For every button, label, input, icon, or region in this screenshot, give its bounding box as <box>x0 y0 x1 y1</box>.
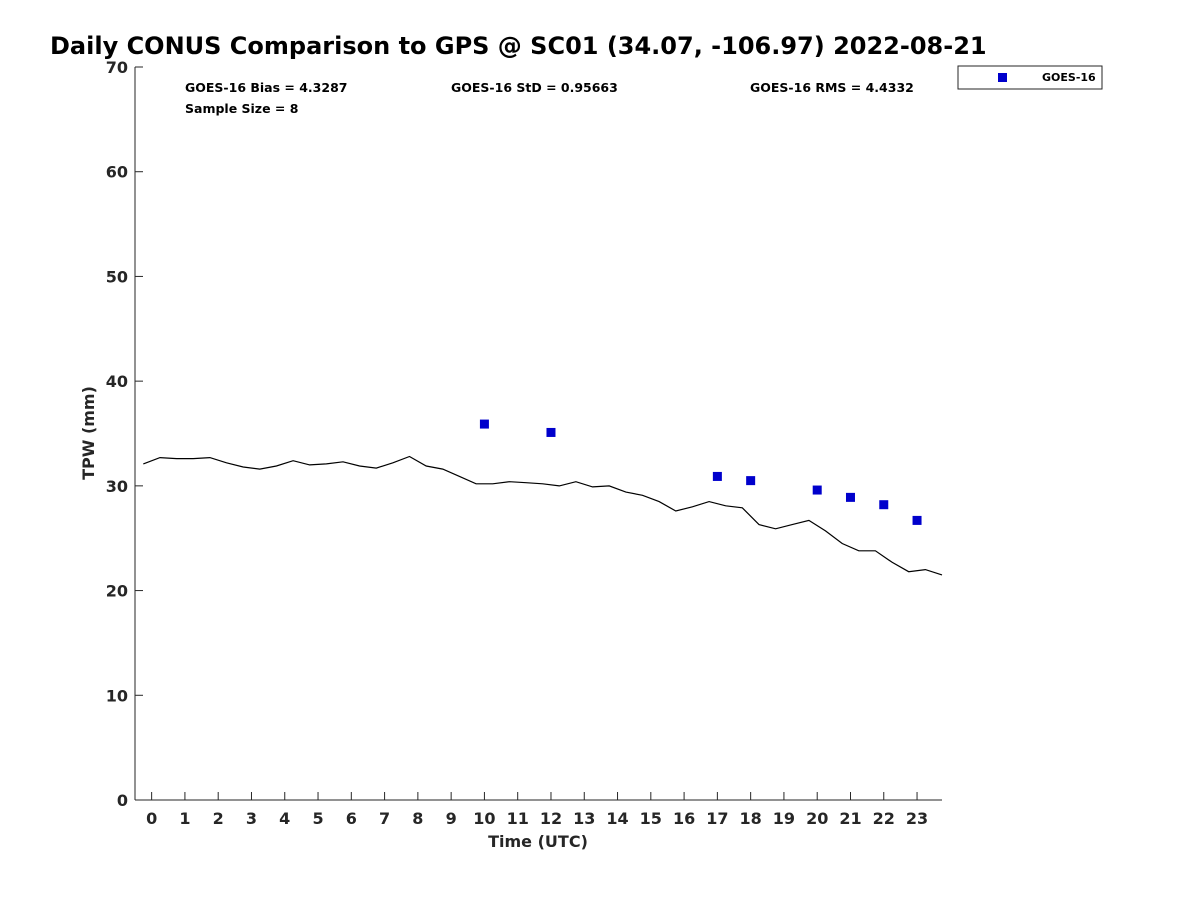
legend-box <box>957 65 1103 90</box>
goes16-point <box>546 427 556 437</box>
x-tick-label: 6 <box>346 809 357 828</box>
gps-tpw-line <box>143 455 943 576</box>
x-tick-label: 20 <box>806 809 828 828</box>
x-tick-label: 8 <box>412 809 423 828</box>
legend: GOES-16 <box>957 65 1103 90</box>
x-tick-label: 2 <box>213 809 224 828</box>
y-tick-label: 0 <box>117 791 128 810</box>
y-tick-label: 10 <box>106 686 128 705</box>
stat-bias: GOES-16 Bias = 4.3287 <box>185 80 347 95</box>
y-axis-label: TPW (mm) <box>79 386 98 480</box>
plot-area <box>143 419 943 576</box>
x-tick-label: 10 <box>473 809 495 828</box>
y-tick-label: 20 <box>106 582 128 601</box>
x-tick-label: 19 <box>773 809 795 828</box>
x-tick-label: 22 <box>873 809 895 828</box>
stat-rms: GOES-16 RMS = 4.4332 <box>750 80 914 95</box>
x-tick-label: 21 <box>839 809 861 828</box>
x-tick-label: 0 <box>146 809 157 828</box>
goes16-point <box>479 419 489 429</box>
y-tick-label: 70 <box>106 58 128 77</box>
x-tick-label: 18 <box>740 809 762 828</box>
goes16-point <box>712 471 722 481</box>
goes16-point <box>912 515 922 525</box>
legend-marker-goes16 <box>998 73 1007 82</box>
chart-title: Daily CONUS Comparison to GPS @ SC01 (34… <box>50 32 987 60</box>
x-tick-label: 17 <box>706 809 728 828</box>
x-tick-label: 1 <box>179 809 190 828</box>
y-tick-label: 60 <box>106 163 128 182</box>
x-tick-label: 9 <box>446 809 457 828</box>
y-tick-label: 40 <box>106 372 128 391</box>
x-tick-label: 12 <box>540 809 562 828</box>
y-tick-label: 50 <box>106 267 128 286</box>
x-tick-label: 11 <box>507 809 529 828</box>
stat-sample-size: Sample Size = 8 <box>185 101 298 116</box>
y-tick-label: 30 <box>106 477 128 496</box>
x-tick-label: 13 <box>573 809 595 828</box>
x-tick-label: 3 <box>246 809 257 828</box>
goes16-point <box>746 476 756 486</box>
x-tick-label: 15 <box>640 809 662 828</box>
goes16-point <box>845 492 855 502</box>
legend-label-goes16: GOES-16 <box>1042 71 1096 84</box>
x-tick-label: 5 <box>312 809 323 828</box>
x-tick-label: 7 <box>379 809 390 828</box>
x-tick-label: 16 <box>673 809 695 828</box>
goes16-point <box>879 500 889 510</box>
x-tick-label: 23 <box>906 809 928 828</box>
goes16-point <box>812 485 822 495</box>
x-axis-label: Time (UTC) <box>488 832 588 851</box>
x-tick-label: 4 <box>279 809 290 828</box>
stat-std: GOES-16 StD = 0.95663 <box>451 80 618 95</box>
x-tick-label: 14 <box>606 809 628 828</box>
